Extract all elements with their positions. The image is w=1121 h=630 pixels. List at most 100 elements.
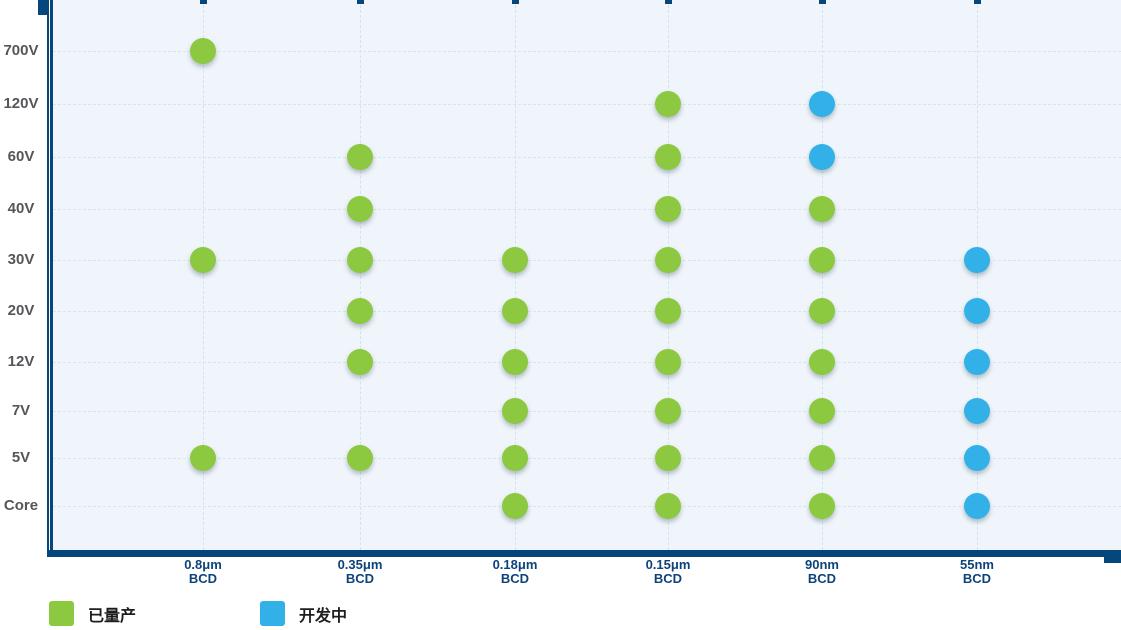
data-point[interactable] (190, 445, 216, 471)
x-axis-label-line: BCD (188, 571, 218, 586)
data-point[interactable] (347, 445, 373, 471)
data-point[interactable] (347, 144, 373, 170)
data-point[interactable] (655, 91, 681, 117)
data-point[interactable] (809, 144, 835, 170)
data-point[interactable] (655, 196, 681, 222)
x-axis-label: 0.18μm BCD (460, 558, 570, 586)
data-point[interactable] (809, 493, 835, 519)
gridline-horizontal (53, 506, 1121, 507)
y-axis-label: 5V (11, 449, 31, 466)
data-point[interactable] (655, 144, 681, 170)
data-point[interactable] (809, 91, 835, 117)
data-point[interactable] (347, 298, 373, 324)
plot-area (53, 0, 1121, 550)
gridline-horizontal (53, 362, 1121, 363)
x-axis-label: 90nm BCD (767, 558, 877, 586)
data-point[interactable] (964, 349, 990, 375)
y-axis-label: 120V (3, 95, 39, 112)
gridline-vertical (668, 0, 669, 550)
gridline-horizontal (53, 411, 1121, 412)
data-point[interactable] (190, 38, 216, 64)
data-point[interactable] (655, 298, 681, 324)
x-axis-label-line: BCD (807, 571, 837, 586)
legend-item-in-production[interactable]: 已量产 (49, 601, 136, 626)
data-point[interactable] (964, 445, 990, 471)
x-axis-label-line: BCD (653, 571, 683, 586)
gridline-vertical (977, 0, 978, 550)
y-axis-label: 30V (7, 251, 35, 268)
data-point[interactable] (502, 247, 528, 273)
x-axis-label-line: 0.15μm (645, 557, 691, 572)
x-axis-top-tick (819, 0, 826, 4)
data-point[interactable] (655, 247, 681, 273)
data-point[interactable] (655, 349, 681, 375)
gridline-vertical (360, 0, 361, 550)
x-axis-label: 55nm BCD (922, 558, 1032, 586)
gridline-vertical (203, 0, 204, 550)
data-point[interactable] (809, 398, 835, 424)
data-point[interactable] (502, 445, 528, 471)
legend-swatch-blue (260, 601, 286, 626)
data-point[interactable] (347, 196, 373, 222)
data-point[interactable] (655, 445, 681, 471)
legend-label-in-development: 开发中 (299, 607, 348, 625)
y-axis-line (47, 0, 53, 550)
legend-swatch-green (49, 601, 74, 626)
data-point[interactable] (502, 493, 528, 519)
y-axis-label: 7V (11, 402, 31, 419)
data-point[interactable] (655, 398, 681, 424)
legend-item-in-development[interactable]: 开发中 (260, 601, 347, 626)
x-axis-top-tick (200, 0, 207, 4)
x-axis-label-line: BCD (500, 571, 530, 586)
x-axis-top-tick (974, 0, 981, 4)
gridline-horizontal (53, 157, 1121, 158)
gridline-vertical (515, 0, 516, 550)
data-point[interactable] (809, 349, 835, 375)
y-axis-top-cap (38, 0, 49, 15)
data-point[interactable] (347, 247, 373, 273)
gridline-horizontal (53, 260, 1121, 261)
gridline-horizontal (53, 51, 1121, 52)
x-axis-label: 0.35μm BCD (305, 558, 415, 586)
gridline-horizontal (53, 209, 1121, 210)
gridline-horizontal (53, 311, 1121, 312)
y-axis-label: 40V (7, 200, 35, 217)
data-point[interactable] (347, 349, 373, 375)
data-point[interactable] (964, 398, 990, 424)
legend-label-in-production: 已量产 (88, 607, 137, 625)
gridline-horizontal (53, 458, 1121, 459)
x-axis-label: 0.8μm BCD (148, 558, 258, 586)
gridline-horizontal (53, 104, 1121, 105)
data-point[interactable] (964, 493, 990, 519)
x-axis-top-tick (665, 0, 672, 4)
x-axis-top-tick (512, 0, 519, 4)
x-axis-end-cap (1104, 550, 1121, 563)
data-point[interactable] (655, 493, 681, 519)
data-point[interactable] (964, 298, 990, 324)
x-axis-label-line: 90nm (805, 557, 839, 572)
y-axis-label: 12V (7, 353, 35, 370)
x-axis-label-line: 55nm (960, 557, 994, 572)
x-axis-label-line: 0.18μm (492, 557, 538, 572)
x-axis-top-tick (357, 0, 364, 4)
x-axis-label-line: 0.35μm (337, 557, 383, 572)
gridline-vertical (822, 0, 823, 550)
data-point[interactable] (809, 445, 835, 471)
data-point[interactable] (964, 247, 990, 273)
data-point[interactable] (502, 349, 528, 375)
data-point[interactable] (809, 298, 835, 324)
x-axis-label: 0.15μm BCD (613, 558, 723, 586)
data-point[interactable] (809, 247, 835, 273)
y-axis-label: 60V (7, 148, 35, 165)
y-axis-label: 700V (3, 42, 39, 59)
data-point[interactable] (809, 196, 835, 222)
y-axis-label: 20V (7, 302, 35, 319)
data-point[interactable] (502, 298, 528, 324)
chart-legend: 已量产 开发中 (49, 601, 347, 626)
x-axis-label-line: 0.8μm (184, 557, 222, 572)
data-point[interactable] (190, 247, 216, 273)
x-axis-label-line: BCD (345, 571, 375, 586)
data-point[interactable] (502, 398, 528, 424)
x-axis-label-line: BCD (962, 571, 992, 586)
